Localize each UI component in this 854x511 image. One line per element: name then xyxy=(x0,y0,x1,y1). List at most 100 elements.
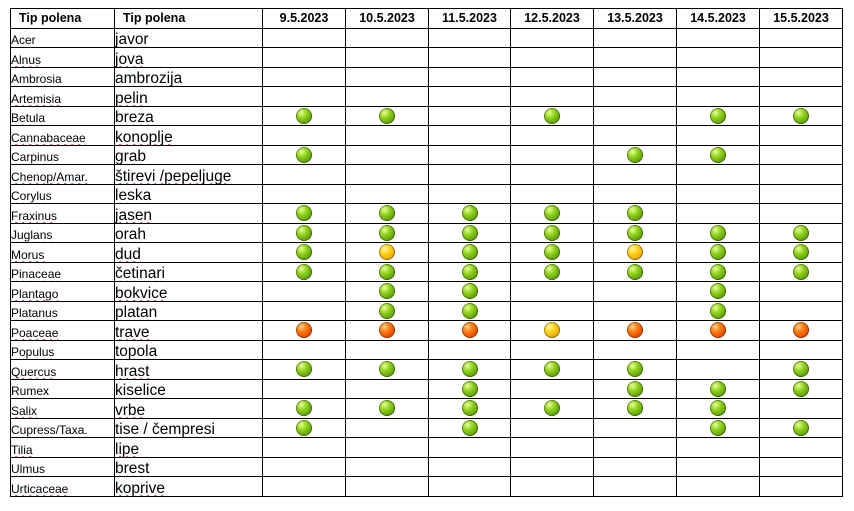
table-row: Tilia lipe xyxy=(10,437,843,458)
green-circle-icon xyxy=(296,400,312,417)
pollen-level-cell xyxy=(593,183,677,204)
yellow-circle-icon xyxy=(379,244,395,261)
green-circle-icon xyxy=(544,244,560,261)
pollen-level-cell xyxy=(262,144,346,165)
local-name-cell: bokvice xyxy=(114,281,263,302)
latin-name-cell: Urticaceae xyxy=(10,476,115,497)
pollen-level-cell xyxy=(428,437,511,458)
table-row: Cupress/Taxa. tise / čempresi xyxy=(10,417,843,438)
local-name-cell: javor xyxy=(114,27,263,48)
pollen-level-cell xyxy=(262,27,346,48)
pollen-level-cell xyxy=(428,417,511,438)
pollen-level-cell xyxy=(510,281,594,302)
green-circle-icon xyxy=(296,244,312,261)
yellow-circle-icon xyxy=(544,322,560,339)
pollen-level-cell xyxy=(345,476,429,497)
green-circle-icon xyxy=(379,361,395,378)
green-circle-icon xyxy=(544,224,560,241)
latin-name-cell: Platanus xyxy=(10,300,115,321)
local-name-cell: jova xyxy=(114,47,263,68)
latin-name-cell: Tilia xyxy=(10,437,115,458)
green-circle-icon xyxy=(461,400,478,417)
pollen-level-cell xyxy=(759,183,843,204)
pollen-level-cell xyxy=(428,144,511,165)
pollen-level-cell xyxy=(676,86,760,107)
pollen-level-cell xyxy=(262,47,346,68)
orange-circle-icon xyxy=(379,322,395,339)
latin-name-cell: Alnus xyxy=(10,47,115,68)
pollen-level-cell xyxy=(510,476,594,497)
orange-circle-icon xyxy=(461,322,478,339)
pollen-level-cell xyxy=(428,27,511,48)
pollen-level-cell xyxy=(759,47,843,68)
pollen-level-cell xyxy=(593,320,677,341)
pollen-level-cell xyxy=(593,359,677,380)
pollen-level-cell xyxy=(676,437,760,458)
green-circle-icon xyxy=(627,263,643,280)
table-row: Urticaceae koprive xyxy=(10,476,843,497)
pollen-level-cell xyxy=(345,339,429,360)
local-name-cell: brest xyxy=(114,456,263,477)
latin-name-cell: Rumex xyxy=(10,378,115,399)
header-local-name: Tip polena xyxy=(114,8,263,29)
orange-circle-icon xyxy=(627,322,643,339)
pollen-level-cell xyxy=(510,27,594,48)
table-row: Morus dud xyxy=(10,242,843,263)
pollen-level-cell xyxy=(676,164,760,185)
local-name-cell: hrast xyxy=(114,359,263,380)
green-circle-icon xyxy=(793,224,809,241)
pollen-level-cell xyxy=(759,476,843,497)
pollen-level-cell xyxy=(428,242,511,263)
pollen-level-cell xyxy=(676,378,760,399)
green-circle-icon xyxy=(793,107,809,124)
latin-name-cell: Pinaceae xyxy=(10,261,115,282)
green-circle-icon xyxy=(544,400,560,417)
green-circle-icon xyxy=(627,400,643,417)
local-name-cell: trave xyxy=(114,320,263,341)
pollen-level-cell xyxy=(262,222,346,243)
pollen-level-cell xyxy=(428,261,511,282)
green-circle-icon xyxy=(461,380,478,397)
latin-name-cell: Acer xyxy=(10,27,115,48)
local-name-cell: četinari xyxy=(114,261,263,282)
green-circle-icon xyxy=(379,224,395,241)
pollen-level-cell xyxy=(345,417,429,438)
green-circle-icon xyxy=(710,419,726,436)
pollen-level-cell xyxy=(593,339,677,360)
local-name-cell: topola xyxy=(114,339,263,360)
pollen-level-cell xyxy=(676,27,760,48)
pollen-level-cell xyxy=(593,242,677,263)
pollen-level-cell xyxy=(262,300,346,321)
latin-name-cell: Fraxinus xyxy=(10,203,115,224)
green-circle-icon xyxy=(296,224,312,241)
green-circle-icon xyxy=(379,302,395,319)
pollen-level-cell xyxy=(759,320,843,341)
local-name-cell: grab xyxy=(114,144,263,165)
pollen-level-cell xyxy=(510,437,594,458)
pollen-level-cell xyxy=(676,261,760,282)
table-row: Juglans orah xyxy=(10,222,843,243)
green-circle-icon xyxy=(710,244,726,261)
green-circle-icon xyxy=(793,361,809,378)
pollen-level-cell xyxy=(262,417,346,438)
pollen-level-cell xyxy=(262,86,346,107)
pollen-level-cell xyxy=(676,281,760,302)
pollen-level-cell xyxy=(262,320,346,341)
local-name-cell: vrbe xyxy=(114,398,263,419)
header-date: 13.5.2023 xyxy=(593,8,677,29)
green-circle-icon xyxy=(793,380,809,397)
green-circle-icon xyxy=(296,205,312,222)
green-circle-icon xyxy=(461,283,478,300)
pollen-level-cell xyxy=(345,27,429,48)
pollen-level-cell xyxy=(676,456,760,477)
table-row: Chenop/Amar. štirevi /pepeljuge xyxy=(10,164,843,185)
pollen-level-cell xyxy=(428,164,511,185)
local-name-cell: ambrozija xyxy=(114,66,263,87)
header-date: 12.5.2023 xyxy=(510,8,594,29)
pollen-level-cell xyxy=(593,456,677,477)
local-name-cell: štirevi /pepeljuge xyxy=(114,164,263,185)
pollen-level-cell xyxy=(759,203,843,224)
local-name-cell: lipe xyxy=(114,437,263,458)
pollen-level-cell xyxy=(428,281,511,302)
table-row: Corylus leska xyxy=(10,183,843,204)
